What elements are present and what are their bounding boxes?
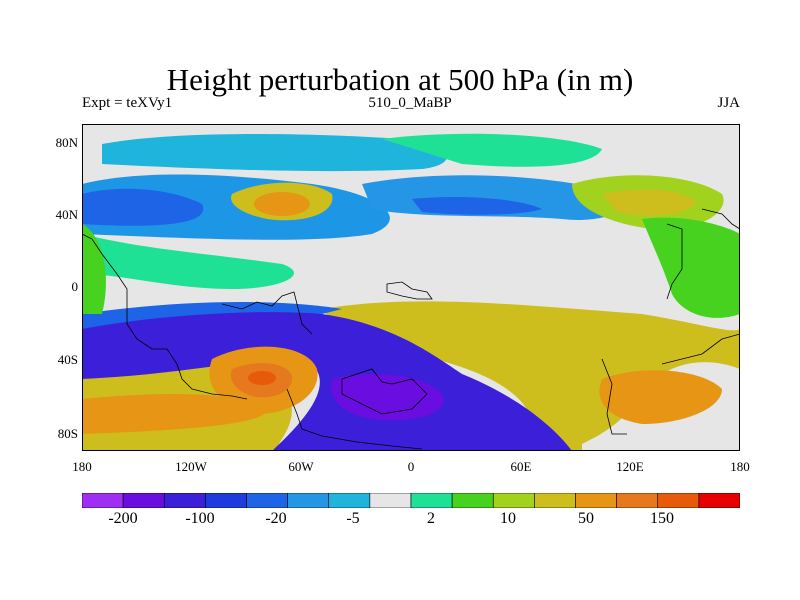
contour-positive-se (322, 301, 740, 451)
colorbar-swatch (82, 493, 124, 508)
plot-frame (82, 124, 740, 451)
colorbar (82, 493, 740, 508)
contour-blue-north-2 (82, 188, 204, 226)
x-tick-180w: 180 (72, 459, 92, 474)
experiment-label: Expt = teXVy1 (82, 95, 173, 111)
case-label: 510_0_MaBP (368, 95, 452, 111)
contour-tropical-green-3 (82, 224, 106, 314)
colorbar-swatch (328, 493, 371, 508)
colorbar-swatch (369, 493, 412, 508)
colorbar-label-2: -20 (265, 510, 287, 527)
colorbar-swatch (534, 493, 576, 508)
colorbar-swatch (205, 493, 247, 508)
contour-blue-edge-south (82, 302, 342, 329)
x-tick-120w: 120W (175, 459, 207, 474)
x-tick-60w: 60W (288, 459, 314, 474)
contour-map (82, 124, 740, 451)
colorbar-swatch (122, 493, 165, 508)
colorbar-swatch (287, 493, 330, 508)
colorbar-label-5: 10 (500, 510, 516, 527)
plot-title: Height perturbation at 500 hPa (in m) (166, 62, 634, 97)
y-tick-0: 0 (71, 279, 79, 294)
contour-arctic-1 (102, 134, 447, 172)
colorbar-swatch (492, 493, 535, 508)
colorbar-swatch (410, 493, 453, 508)
contour-orange-sw (82, 394, 267, 434)
coastlines (82, 208, 740, 450)
colorbar-swatch (163, 493, 206, 508)
x-tick-180e: 180 (730, 459, 750, 474)
colorbar-swatch (246, 493, 288, 508)
x-tick-60e: 60E (510, 459, 532, 474)
colorbar-label-4: 2 (427, 510, 435, 527)
y-tick-80n: 80N (55, 135, 78, 150)
season-label: JJA (717, 95, 740, 111)
contour-yellow-ne (602, 189, 697, 216)
contour-negative-south (82, 307, 572, 451)
y-tick-80s: 80S (57, 426, 78, 441)
x-tick-120e: 120E (616, 459, 644, 474)
x-tick-0: 0 (407, 459, 415, 474)
contour-arctic-2 (382, 133, 602, 167)
contour-negative-core (331, 374, 444, 421)
colorbar-swatch (451, 493, 494, 508)
contour-orange-se (599, 370, 722, 424)
colorbar-label-3: -5 (346, 510, 360, 527)
colorbar-label-1: -100 (185, 510, 215, 527)
contour-tropical-green-1 (82, 234, 294, 289)
colorbar-label-6: 50 (578, 510, 594, 527)
colorbar-swatch (698, 493, 740, 508)
colorbar-swatch (616, 493, 659, 508)
contour-blue-north-4 (412, 197, 542, 215)
colorbar-swatch (575, 493, 617, 508)
y-tick-40s: 40S (57, 352, 78, 367)
y-tick-40n: 40N (55, 207, 78, 222)
colorbar-swatch (657, 493, 700, 508)
contour-warm-pacific-core (248, 371, 276, 385)
colorbar-label-0: -200 (108, 510, 138, 527)
colorbar-label-7: 150 (650, 510, 674, 527)
contour-tropical-green-2 (642, 217, 740, 318)
contour-positive-north-core (254, 192, 310, 216)
